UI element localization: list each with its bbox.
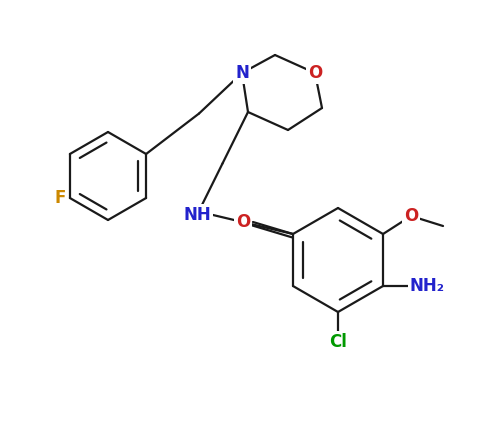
Text: O: O bbox=[404, 207, 418, 225]
Text: F: F bbox=[54, 189, 66, 207]
Text: N: N bbox=[235, 64, 249, 82]
Text: NH: NH bbox=[183, 206, 211, 224]
Text: O: O bbox=[308, 64, 322, 82]
Text: NH₂: NH₂ bbox=[410, 277, 444, 295]
Text: Cl: Cl bbox=[329, 333, 347, 351]
Text: O: O bbox=[236, 213, 250, 231]
